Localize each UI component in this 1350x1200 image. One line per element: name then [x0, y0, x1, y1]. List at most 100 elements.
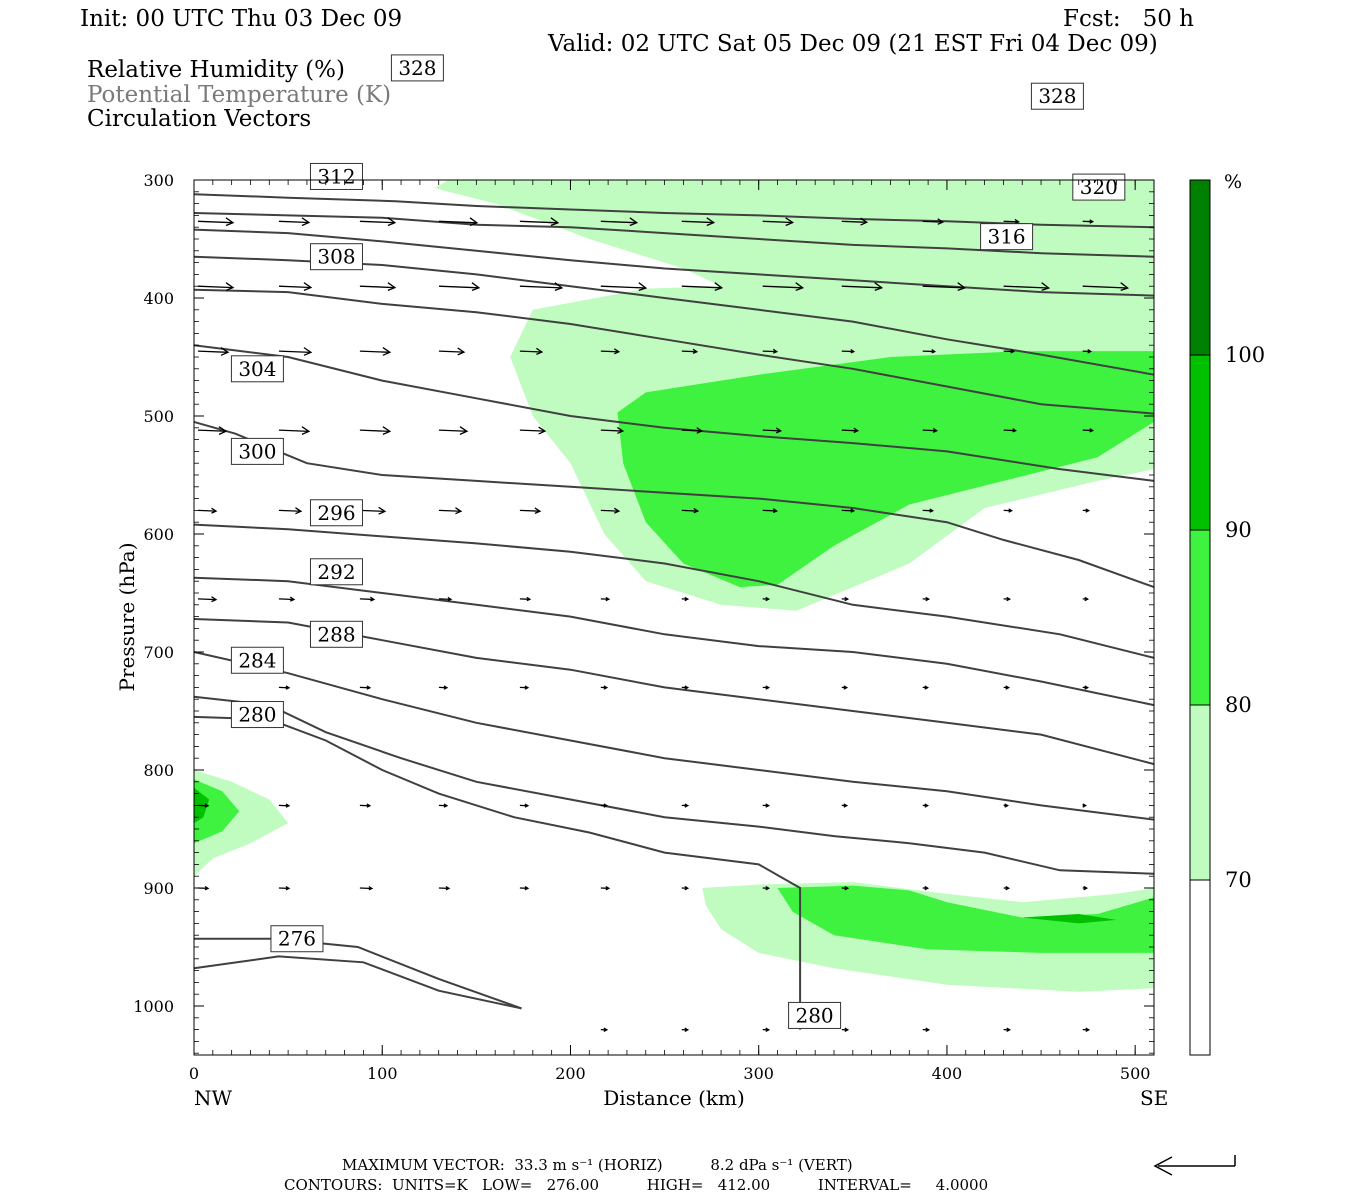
vector-arrow-5-10	[1003, 596, 1011, 602]
vector-head	[211, 596, 218, 603]
vector-arrow-5-9	[922, 596, 931, 602]
vector-head	[387, 217, 397, 227]
vector-head	[220, 347, 230, 356]
vector-arrow-5-11	[1082, 596, 1090, 602]
vector-head	[370, 596, 376, 602]
vector-arrow-7-11	[1082, 803, 1088, 808]
vector-head	[1008, 508, 1013, 513]
vector-head	[924, 803, 930, 808]
vector-arrow-3-11	[1082, 428, 1095, 433]
vector-head	[1089, 219, 1095, 224]
field-vectors-title: Circulation Vectors	[87, 106, 312, 132]
vector-arrow-1-3	[438, 282, 481, 292]
vector-head	[629, 217, 639, 227]
vector-head	[469, 217, 479, 227]
vector-head	[554, 282, 564, 292]
vector-arrow-2-3	[438, 347, 466, 356]
vector-head	[696, 427, 704, 434]
vector-arrow-3-1	[278, 426, 311, 435]
colorbar-segment-4	[1189, 179, 1211, 356]
vector-head	[843, 685, 849, 690]
vector-arrow-5-3	[438, 596, 453, 602]
theta-label-box-300-8	[230, 437, 284, 465]
vector-arrow-1-8	[841, 282, 884, 292]
vector-shaft	[841, 285, 882, 289]
vector-arrow-2-1	[278, 347, 313, 356]
vector-arrow-0-9	[922, 218, 945, 225]
theta-contour-296-7	[193, 576, 1155, 707]
colorbar-unit: %	[1224, 171, 1242, 193]
vector-arrow-5-1	[278, 596, 296, 602]
vector-shaft	[1003, 220, 1019, 223]
vector-arrow-5-8	[841, 596, 850, 602]
vector-head	[1083, 885, 1089, 891]
vector-shaft	[681, 350, 697, 353]
vector-arrow-4-10	[1003, 508, 1013, 513]
vector-arrow-9-4	[922, 1027, 931, 1032]
theta-label-box-292-6	[309, 558, 363, 586]
vector-arrow-6-7	[841, 685, 849, 690]
vector-head	[850, 349, 856, 354]
vector-shaft	[600, 509, 619, 512]
vector-head	[924, 685, 930, 690]
vector-head	[924, 885, 930, 891]
theta-contour-320-13	[193, 228, 1155, 297]
vector-shaft	[359, 429, 390, 433]
vector-head	[1041, 282, 1051, 292]
y-tick-label-300: 300	[143, 171, 174, 190]
vector-head	[772, 508, 779, 514]
vector-shaft	[681, 220, 714, 224]
vector-head	[693, 507, 700, 514]
vector-head	[382, 426, 392, 435]
vector-shaft	[600, 429, 623, 432]
vector-arrow-5-2	[359, 596, 376, 602]
vector-arrow-2-11	[1082, 349, 1093, 354]
theta-label-box-276-0	[270, 925, 324, 953]
vector-arrow-8-11	[1082, 885, 1089, 891]
vector-arrow-2-6	[681, 348, 699, 354]
vector-arrow-7-7	[762, 803, 771, 808]
vector-head	[382, 347, 392, 356]
vector-head	[301, 217, 311, 227]
vector-shaft	[278, 598, 294, 601]
x-tick-label-500: 500	[1120, 1064, 1151, 1083]
theta-label-288-5: 288	[317, 622, 355, 646]
vector-head	[795, 282, 805, 292]
vector-shaft	[841, 220, 867, 223]
vector-shaft	[762, 220, 793, 224]
field-rh-title: Relative Humidity (%)	[87, 57, 345, 83]
vector-head	[211, 507, 218, 514]
colorbar-level-90: 90	[1225, 518, 1252, 542]
y-tick-label-500: 500	[143, 407, 174, 426]
theta-contour-308-10	[193, 344, 1155, 482]
vector-arrow-6-0	[278, 685, 291, 690]
y-tick-label-900: 900	[143, 879, 174, 898]
vector-arrow-6-4	[600, 685, 609, 690]
vector-shaft	[681, 509, 698, 512]
vector-head	[844, 1027, 850, 1032]
y-axis-label: Pressure (hPa)	[115, 543, 139, 692]
vector-arrow-7-2	[359, 803, 372, 808]
vector-shaft	[519, 509, 540, 512]
vector-arrow-5-7	[762, 596, 771, 602]
theta-contour-276-1	[193, 955, 522, 1010]
vector-arrow-2-7	[762, 348, 779, 354]
vector-arrow-2-4	[519, 347, 544, 355]
vector-head	[524, 685, 530, 690]
vector-arrow-1-7	[762, 282, 805, 292]
vector-shaft	[519, 429, 545, 432]
vector-shaft	[1003, 285, 1049, 289]
vector-head	[1087, 349, 1093, 354]
rh-region-80-3	[194, 779, 240, 844]
vector-head	[932, 427, 939, 433]
vector-arrow-7-4	[519, 803, 530, 808]
vector-arrow-4-5	[600, 507, 621, 514]
theta-label-316-12: 316	[987, 225, 1025, 249]
vector-arrow-0-6	[681, 217, 716, 227]
vector-arrow-7-5	[600, 803, 609, 808]
vector-shaft	[519, 220, 558, 224]
vector-shaft	[278, 285, 311, 289]
vector-head	[603, 1027, 609, 1032]
vector-arrow-8-3	[438, 885, 451, 891]
colorbar-level-70: 70	[1225, 868, 1252, 892]
